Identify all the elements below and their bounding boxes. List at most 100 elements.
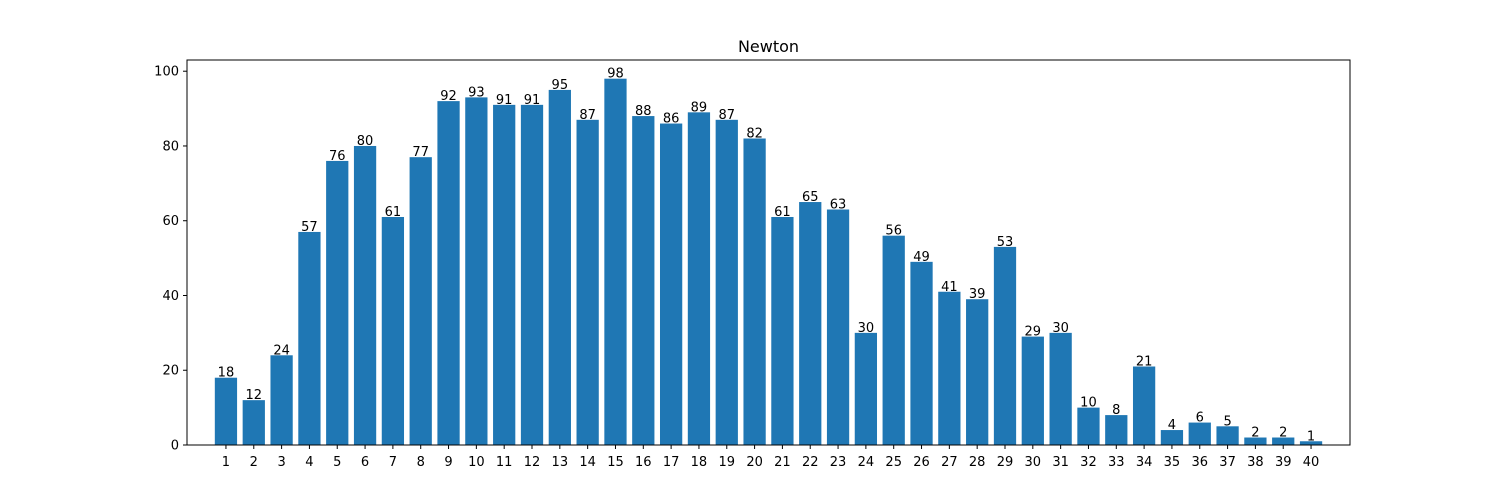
x-tick-label-7: 7 bbox=[389, 455, 397, 470]
x-tick-label-33: 33 bbox=[1108, 455, 1125, 470]
bar-11 bbox=[493, 104, 516, 445]
bars-group bbox=[214, 78, 1323, 446]
bar-21 bbox=[771, 216, 794, 445]
x-tick-label-2: 2 bbox=[250, 455, 258, 470]
x-tick-label-17: 17 bbox=[663, 455, 680, 470]
bar-5 bbox=[326, 160, 349, 446]
x-tick-label-29: 29 bbox=[997, 455, 1014, 470]
x-tick-label-12: 12 bbox=[524, 455, 541, 470]
data-label-6: 80 bbox=[357, 134, 374, 149]
bar-18 bbox=[687, 112, 711, 445]
x-tick-label-40: 40 bbox=[1303, 455, 1320, 470]
bar-35 bbox=[1160, 430, 1184, 445]
y-tick-label-80: 80 bbox=[162, 139, 179, 154]
x-tick-label-23: 23 bbox=[830, 455, 847, 470]
bar-38 bbox=[1244, 437, 1267, 445]
x-tick-label-36: 36 bbox=[1191, 455, 1208, 470]
y-tick-label-40: 40 bbox=[162, 289, 179, 304]
bar-20 bbox=[743, 138, 766, 445]
data-label-13: 95 bbox=[552, 78, 569, 93]
bar-27 bbox=[938, 291, 961, 445]
bar-33 bbox=[1105, 415, 1128, 445]
x-tick-label-28: 28 bbox=[969, 455, 986, 470]
data-label-19: 87 bbox=[718, 108, 735, 123]
data-label-1: 18 bbox=[218, 366, 235, 381]
bar-3 bbox=[270, 355, 293, 445]
x-tick-label-34: 34 bbox=[1136, 455, 1153, 470]
data-label-10: 93 bbox=[468, 85, 485, 100]
x-tick-label-18: 18 bbox=[691, 455, 708, 470]
bar-14 bbox=[576, 119, 599, 445]
data-label-30: 29 bbox=[1025, 325, 1042, 340]
bar-29 bbox=[993, 246, 1017, 445]
x-tick-label-32: 32 bbox=[1080, 455, 1097, 470]
y-tick-label-100: 100 bbox=[154, 65, 179, 80]
bar-23 bbox=[826, 209, 850, 445]
bar-7 bbox=[381, 216, 405, 445]
data-label-40: 1 bbox=[1307, 429, 1315, 444]
x-tick-label-3: 3 bbox=[277, 455, 285, 470]
bar-13 bbox=[548, 89, 571, 446]
x-tick-label-6: 6 bbox=[361, 455, 369, 470]
data-label-4: 57 bbox=[301, 220, 318, 235]
x-tick-label-9: 9 bbox=[444, 455, 452, 470]
data-label-24: 30 bbox=[858, 321, 875, 336]
data-label-32: 10 bbox=[1080, 396, 1097, 411]
x-tick-label-31: 31 bbox=[1052, 455, 1069, 470]
x-tick-label-10: 10 bbox=[468, 455, 485, 470]
x-tick-label-35: 35 bbox=[1164, 455, 1181, 470]
data-label-31: 30 bbox=[1052, 321, 1069, 336]
data-label-15: 98 bbox=[607, 67, 624, 82]
y-axis: 0 20 40 60 80 100 bbox=[154, 65, 187, 454]
x-tick-label-20: 20 bbox=[746, 455, 763, 470]
bar-24 bbox=[854, 332, 878, 445]
data-label-18: 89 bbox=[691, 100, 708, 115]
bar-10 bbox=[465, 97, 488, 445]
data-label-11: 91 bbox=[496, 93, 513, 108]
x-tick-label-19: 19 bbox=[718, 455, 735, 470]
x-tick-label-39: 39 bbox=[1275, 455, 1292, 470]
data-label-29: 53 bbox=[997, 235, 1014, 250]
data-label-37: 5 bbox=[1223, 414, 1231, 429]
bar-4 bbox=[298, 231, 321, 445]
x-tick-label-27: 27 bbox=[941, 455, 958, 470]
data-label-33: 8 bbox=[1112, 403, 1120, 418]
bar-12 bbox=[520, 104, 544, 445]
x-tick-label-11: 11 bbox=[496, 455, 513, 470]
x-tick-label-24: 24 bbox=[858, 455, 875, 470]
data-label-34: 21 bbox=[1136, 355, 1153, 370]
data-label-16: 88 bbox=[635, 104, 652, 119]
x-tick-label-4: 4 bbox=[305, 455, 313, 470]
data-label-28: 39 bbox=[969, 287, 986, 302]
bar-9 bbox=[437, 101, 460, 446]
bar-26 bbox=[910, 261, 933, 445]
bar-1 bbox=[214, 377, 238, 445]
bar-28 bbox=[966, 299, 989, 445]
x-tick-label-25: 25 bbox=[885, 455, 902, 470]
data-label-12: 91 bbox=[524, 93, 541, 108]
bar-6 bbox=[353, 145, 377, 445]
x-tick-label-5: 5 bbox=[333, 455, 341, 470]
bar-36 bbox=[1188, 422, 1211, 445]
x-tick-label-21: 21 bbox=[774, 455, 791, 470]
x-tick-label-14: 14 bbox=[579, 455, 596, 470]
y-tick-label-60: 60 bbox=[162, 214, 179, 229]
x-tick-label-37: 37 bbox=[1219, 455, 1236, 470]
y-tick-label-20: 20 bbox=[162, 364, 179, 379]
data-label-23: 63 bbox=[830, 198, 847, 213]
y-tick-label-0: 0 bbox=[171, 439, 179, 454]
bar-40 bbox=[1299, 441, 1323, 445]
data-label-2: 12 bbox=[246, 388, 263, 403]
data-label-39: 2 bbox=[1279, 426, 1287, 441]
bar-16 bbox=[632, 116, 655, 445]
data-label-36: 6 bbox=[1196, 411, 1204, 426]
data-label-26: 49 bbox=[913, 250, 930, 265]
data-label-14: 87 bbox=[579, 108, 596, 123]
data-label-27: 41 bbox=[941, 280, 958, 295]
bar-25 bbox=[882, 235, 905, 445]
data-label-8: 77 bbox=[412, 145, 429, 160]
bar-8 bbox=[409, 157, 432, 445]
bar-15 bbox=[604, 78, 627, 445]
bar-30 bbox=[1021, 336, 1044, 445]
